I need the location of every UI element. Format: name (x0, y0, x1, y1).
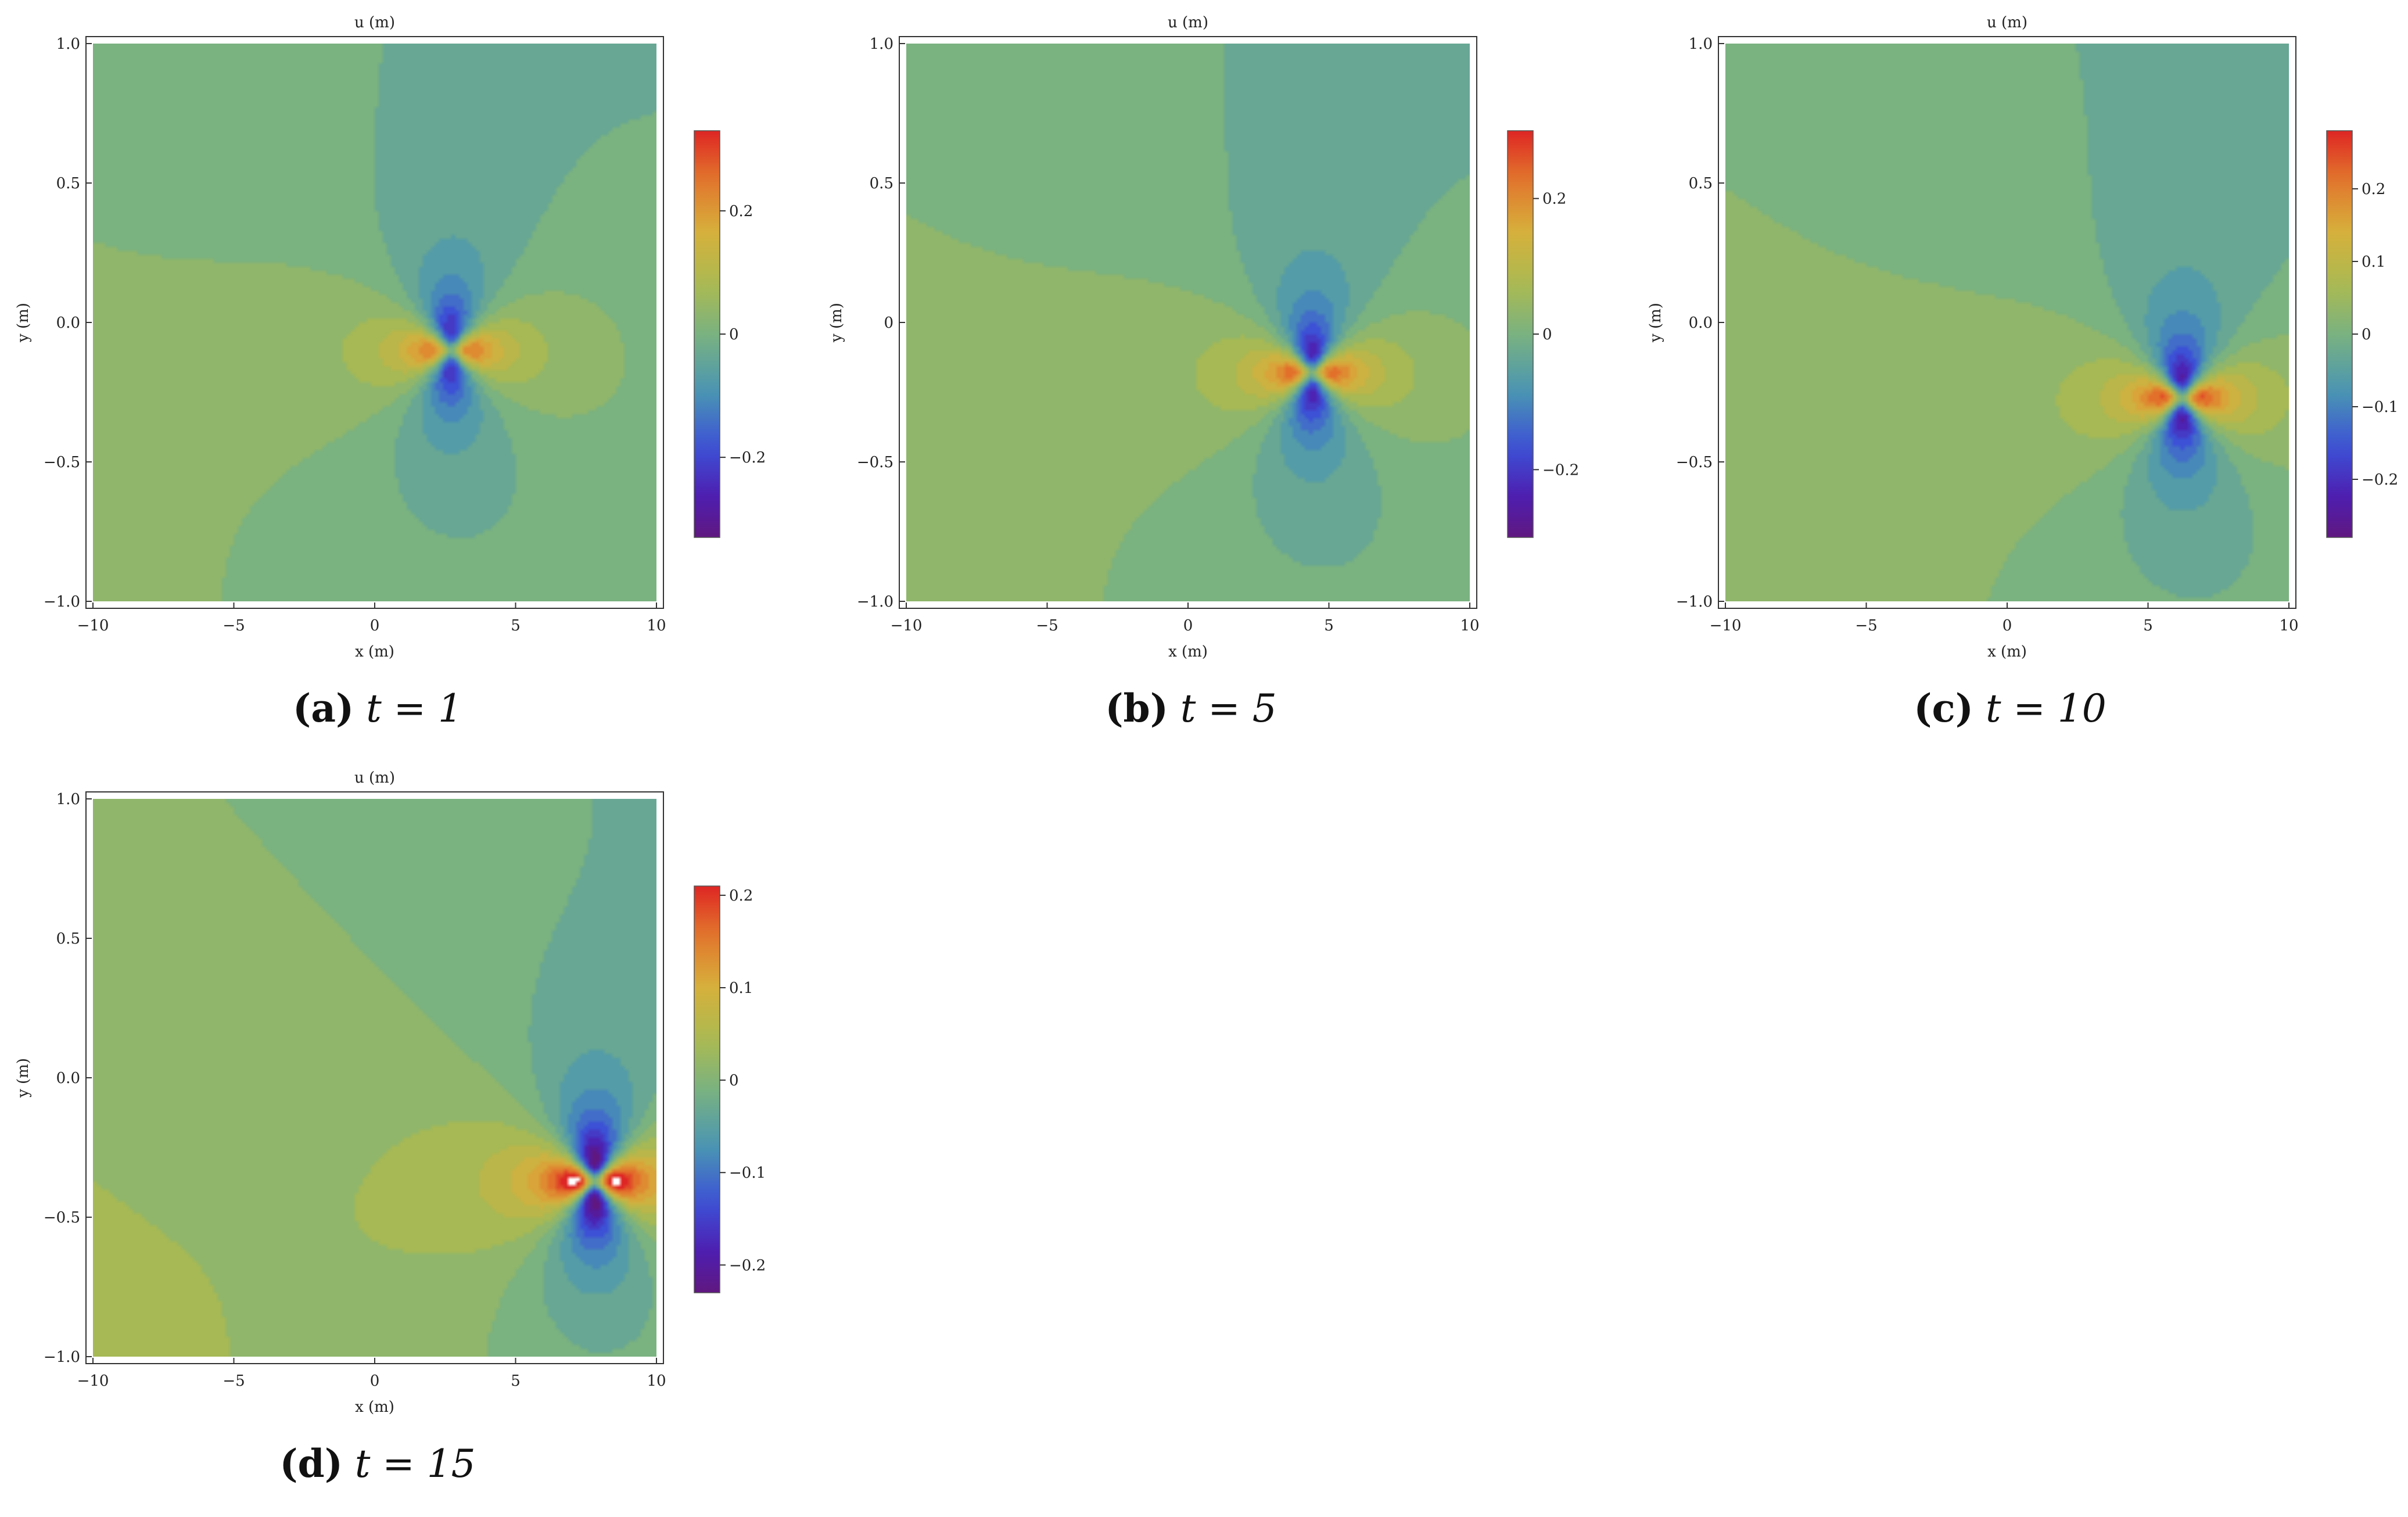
plot-title: u (m) (1168, 14, 1208, 31)
colorbar-tick-label: −0.2 (729, 449, 766, 467)
contour-plot-c: u (m) −10 −5 0 5 10 x (m) −1.0 −0.5 0.0 0.5 1.0 y (m… (1647, 14, 2398, 661)
caption-label: (a) (293, 686, 354, 731)
y-tick-label: 1.0 (1689, 35, 1713, 53)
caption-label: (b) (1105, 686, 1168, 731)
y-tick-label: 0.5 (1689, 175, 1713, 192)
x-tick-label: 10 (1460, 617, 1479, 634)
y-tick-label: 0.0 (56, 1070, 80, 1087)
x-tick-label: 5 (2143, 617, 2153, 634)
caption-equation: t = 10 (1985, 686, 2106, 731)
caption-equation: t = 1 (366, 686, 462, 731)
x-tick-label: −10 (77, 1372, 109, 1390)
colorbar-tick-label: 0.2 (729, 203, 753, 220)
contour-plot-d: u (m) −10 −5 0 5 10 x (m) −1.0 −0.5 0.0 0.5 1.0 y (m… (15, 769, 766, 1416)
colorbar-tick-label: 0.1 (2362, 253, 2385, 271)
contour-field (93, 44, 656, 601)
colorbar-tick-label: 0 (1542, 326, 1552, 343)
colorbar-tick-label: −0.2 (2362, 471, 2398, 489)
caption-equation: t = 15 (354, 1441, 476, 1486)
x-tick-label: 0 (370, 1372, 380, 1390)
y-tick-label: −0.5 (1676, 454, 1713, 471)
contour-plot-b: u (m) −10 −5 0 5 10 x (m) −1.0 −0.5 0 0.5 1.0 y (m) 0… (828, 14, 1579, 661)
x-tick-label: −5 (1855, 617, 1877, 634)
x-tick-label: −5 (223, 617, 245, 634)
x-tick-label: −10 (77, 617, 109, 634)
y-tick-label: −1.0 (857, 593, 893, 611)
panel-d: u (m) −10 −5 0 5 10 x (m) −1.0 −0.5 0.0 0.5 1.0 y (m… (0, 755, 766, 1511)
y-tick-label: −0.5 (857, 454, 893, 471)
y-tick-label: 1.0 (56, 35, 80, 53)
colorbar-tick-label: 0 (729, 1072, 739, 1089)
x-tick-label: 5 (511, 617, 521, 634)
colorbar-tick-label: 0.2 (1542, 191, 1566, 208)
colorbar-tick-label: 0 (2362, 326, 2371, 343)
colorbar (1507, 130, 1534, 538)
y-tick-label: 0.0 (56, 314, 80, 332)
y-tick-label: −1.0 (44, 1349, 80, 1366)
caption-c: (c) t = 10 (1632, 686, 2388, 731)
x-tick-label: 10 (647, 617, 666, 634)
panel-b: u (m) −10 −5 0 5 10 x (m) −1.0 −0.5 0 0.5 1.0 y (m) 0… (813, 0, 1579, 755)
x-tick-label: 0 (370, 617, 380, 634)
y-tick-label: 0.0 (1689, 314, 1713, 332)
x-axis-label: x (m) (355, 643, 394, 661)
caption-a: (a) t = 1 (0, 686, 755, 731)
x-tick-label: −5 (223, 1372, 245, 1390)
colorbar-tick-label: −0.1 (729, 1164, 766, 1182)
panel-a: u (m) −10 −5 0 5 10 x (m) −1.0 −0.5 0.0 0.5 1.0 y (m… (0, 0, 766, 755)
contour-field (1725, 44, 2289, 601)
colorbar-tick-label: 0.2 (2362, 181, 2385, 198)
colorbar-tick-label: 0.2 (729, 887, 753, 905)
colorbar-tick-label: 0 (729, 326, 739, 343)
y-tick-label: 0.5 (56, 175, 80, 192)
y-axis-label: y (m) (1647, 303, 1664, 343)
y-tick-label: −1.0 (1676, 593, 1713, 611)
caption-label: (d) (279, 1441, 343, 1486)
plot-title: u (m) (354, 14, 395, 31)
x-tick-label: 10 (647, 1372, 666, 1390)
x-axis-label: x (m) (1168, 643, 1208, 661)
y-tick-label: 0.5 (870, 175, 893, 192)
colorbar (694, 130, 720, 538)
y-axis-label: y (m) (15, 303, 32, 343)
y-tick-label: 1.0 (56, 791, 80, 808)
y-tick-label: 0.5 (56, 930, 80, 948)
caption-equation: t = 5 (1180, 686, 1277, 731)
colorbar (2326, 130, 2353, 538)
y-axis-label: y (m) (828, 303, 845, 343)
colorbar-tick-label: −0.1 (2362, 399, 2398, 416)
colorbar-tick-label: −0.2 (1542, 461, 1579, 479)
x-tick-label: −10 (891, 617, 923, 634)
colorbar (694, 885, 720, 1293)
y-tick-label: −0.5 (44, 454, 80, 471)
y-tick-label: 1.0 (870, 35, 893, 53)
y-tick-label: −1.0 (44, 593, 80, 611)
contour-plot-a: u (m) −10 −5 0 5 10 x (m) −1.0 −0.5 0.0 0.5 1.0 y (m… (15, 14, 766, 661)
plot-title: u (m) (354, 769, 395, 787)
x-tick-label: 10 (2279, 617, 2298, 634)
x-tick-label: −10 (1710, 617, 1742, 634)
colorbar-tick-label: 0.1 (729, 980, 753, 997)
plot-title: u (m) (1987, 14, 2027, 31)
colorbar-tick-label: −0.2 (729, 1257, 766, 1274)
contour-field (93, 799, 656, 1357)
x-tick-label: 0 (2003, 617, 2012, 634)
caption-d: (d) t = 15 (0, 1441, 755, 1486)
y-tick-label: −0.5 (44, 1209, 80, 1226)
caption-b: (b) t = 5 (813, 686, 1569, 731)
contour-field (906, 44, 1470, 601)
x-tick-label: −5 (1036, 617, 1058, 634)
y-tick-label: 0 (884, 314, 893, 332)
y-axis-label: y (m) (15, 1058, 32, 1098)
x-tick-label: 5 (511, 1372, 521, 1390)
x-tick-label: 5 (1324, 617, 1334, 634)
x-tick-label: 0 (1183, 617, 1193, 634)
x-axis-label: x (m) (355, 1398, 394, 1416)
panel-c: u (m) −10 −5 0 5 10 x (m) −1.0 −0.5 0.0 0.5 1.0 y (m… (1632, 0, 2398, 755)
caption-label: (c) (1914, 686, 1973, 731)
x-axis-label: x (m) (1987, 643, 2027, 661)
